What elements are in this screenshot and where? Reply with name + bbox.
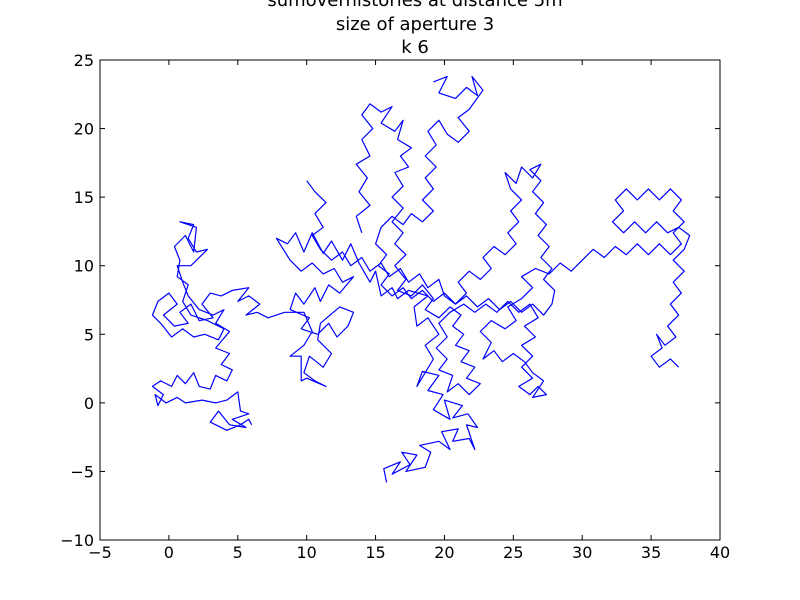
series-line-2: [355, 103, 691, 398]
x-tick-label: 5: [233, 543, 243, 562]
x-axis: −5 0 5 10 15 20 25 30 35 40: [88, 60, 730, 562]
x-tick-label: 35: [641, 543, 661, 562]
x-tick-label: 0: [164, 543, 174, 562]
x-tick-label: 25: [503, 543, 523, 562]
chart-title: sumoverhistories at distance 5m size of …: [267, 0, 562, 58]
x-tick-label: 15: [365, 543, 385, 562]
y-tick-label: 20: [74, 120, 94, 139]
y-tick-label: −5: [70, 462, 94, 481]
y-tick-label: 5: [84, 325, 94, 344]
title-line-2: size of aperture 3: [336, 14, 494, 35]
y-tick-label: 25: [74, 51, 94, 70]
x-tick-label: 10: [296, 543, 316, 562]
x-tick-label: −5: [88, 543, 112, 562]
y-axis: −10 −5 0 5 10 15 20 25: [60, 51, 720, 550]
y-tick-label: 15: [74, 188, 94, 207]
x-tick-label: 20: [434, 543, 454, 562]
x-tick-label: 30: [572, 543, 592, 562]
title-line-1: sumoverhistories at distance 5m: [267, 0, 562, 11]
y-tick-label: −10: [60, 531, 94, 550]
plot-lines: [151, 75, 691, 483]
plot-frame: [99, 59, 721, 541]
title-line-3: k 6: [401, 37, 429, 58]
series-line-1: [151, 221, 479, 483]
y-tick-label: 10: [74, 257, 94, 276]
x-tick-label: 40: [710, 543, 730, 562]
series-line-3: [306, 75, 556, 316]
y-tick-label: 0: [84, 394, 94, 413]
